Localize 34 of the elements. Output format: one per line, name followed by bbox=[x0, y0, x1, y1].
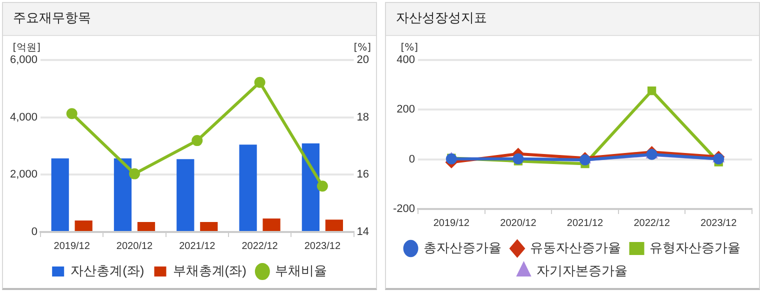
y-tick-label: 4,000 bbox=[10, 111, 38, 124]
y2-tick-label: 16 bbox=[356, 168, 370, 181]
x-tick-label: 2022/12 bbox=[242, 240, 278, 252]
legend-label: 자산총계(좌) bbox=[70, 263, 144, 278]
y2-tick-label: 14 bbox=[356, 226, 370, 238]
y-tick-label: 6,000 bbox=[10, 54, 38, 66]
legend-label: 유형자산증가율 bbox=[649, 240, 740, 256]
legend-label: 부채비율 bbox=[274, 263, 327, 278]
y-tick-label: 2,000 bbox=[10, 168, 38, 181]
y-tick-label: 0 bbox=[408, 153, 416, 166]
x-tick-label: 2020/12 bbox=[116, 240, 154, 252]
y-axis-title: [억원] bbox=[12, 42, 41, 54]
y-tick-label: 200 bbox=[396, 104, 416, 116]
y-tick-label: -200 bbox=[392, 203, 416, 216]
legend-label: 부채총계(좌) bbox=[172, 263, 246, 278]
chart-title: 자산성장성지표 bbox=[386, 3, 759, 36]
y-tick-label: 0 bbox=[31, 226, 38, 238]
x-tick-label: 2022/12 bbox=[634, 218, 670, 229]
x-tick-label: 2023/12 bbox=[304, 240, 341, 252]
x-tick-label: 2019/12 bbox=[433, 218, 470, 229]
legend-label: 자기자본증가율 bbox=[536, 263, 628, 278]
x-tick-label: 2019/12 bbox=[54, 240, 90, 252]
legend-label: 총자산증가율 bbox=[423, 240, 502, 256]
y2-tick-label: 18 bbox=[356, 111, 370, 124]
y2-tick-label: 20 bbox=[356, 54, 370, 66]
chart-title: 주요재무항목 bbox=[3, 3, 376, 36]
legend-label: 유동자산증가율 bbox=[530, 240, 621, 256]
y-tick-label: 400 bbox=[396, 54, 416, 66]
y2-axis-title: [%] bbox=[354, 42, 372, 54]
x-tick-label: 2021/12 bbox=[566, 218, 604, 229]
x-tick-label: 2020/12 bbox=[500, 218, 537, 229]
x-tick-label: 2021/12 bbox=[179, 240, 216, 252]
y-axis-title: [%] bbox=[400, 42, 418, 54]
x-tick-label: 2023/12 bbox=[700, 218, 738, 229]
